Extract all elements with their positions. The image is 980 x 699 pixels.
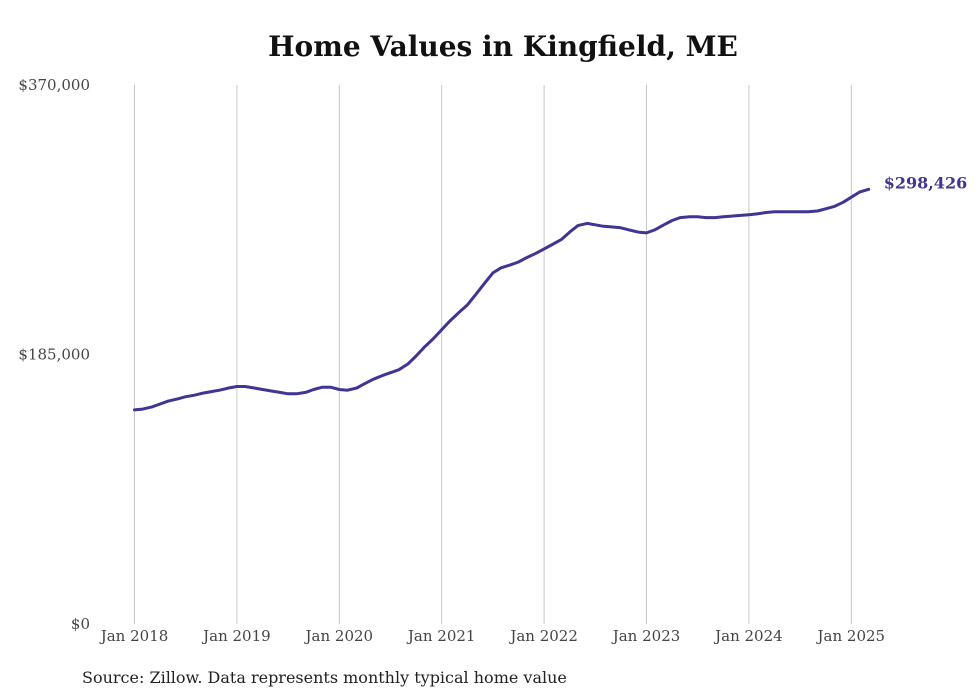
x-tick-label: Jan 2018	[99, 627, 169, 645]
y-tick-label: $0	[71, 615, 90, 633]
grid-lines	[134, 85, 852, 624]
home-value-line	[133, 187, 871, 412]
source-note: Source: Zillow. Data represents monthly …	[82, 668, 567, 687]
y-tick-label: $185,000	[18, 346, 90, 364]
x-axis-ticks: Jan 2018 Jan 2019 Jan 2020 Jan 2021 Jan 2022…	[99, 627, 885, 645]
x-tick-label: Jan 2021	[406, 627, 476, 645]
x-tick-label: Jan 2019	[201, 627, 271, 645]
x-tick-label: Jan 2023	[611, 627, 681, 645]
x-tick-label: Jan 2024	[713, 627, 783, 645]
x-tick-label: Jan 2025	[816, 627, 886, 645]
x-tick-label: Jan 2020	[304, 627, 374, 645]
y-tick-label: $370,000	[18, 76, 90, 94]
x-tick-label: Jan 2022	[508, 627, 578, 645]
chart-title: Home Values in Kingfield, ME	[268, 30, 738, 63]
end-value-label: $298,426	[884, 173, 968, 192]
y-axis-ticks: $0 $185,000 $370,000	[18, 76, 90, 633]
